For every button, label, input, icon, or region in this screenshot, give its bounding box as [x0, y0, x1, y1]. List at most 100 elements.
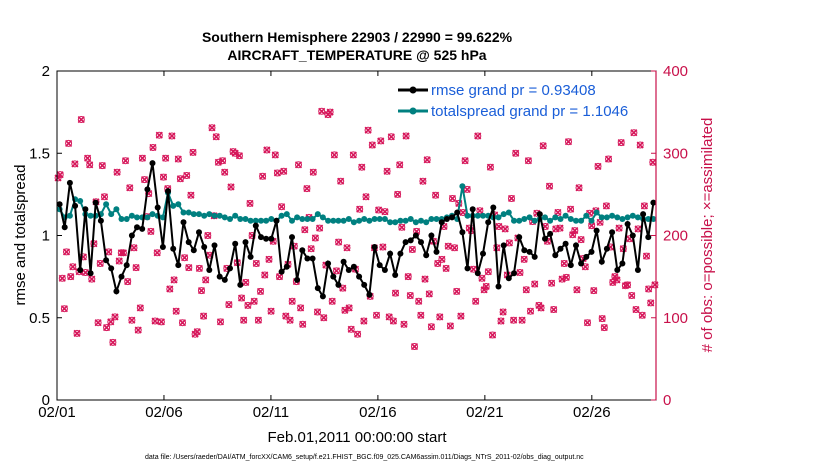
y-left-tick-label: 0.5 — [29, 310, 50, 327]
obs-assimilated-marker — [444, 242, 452, 250]
obs-assimilated-marker — [360, 317, 368, 325]
obs-possible-marker — [482, 283, 490, 290]
rmse-point — [624, 221, 631, 227]
totalspread-point — [464, 212, 471, 219]
obs-possible-marker — [179, 319, 186, 327]
obs-assimilated-marker — [77, 115, 85, 124]
totalspread-point — [542, 214, 548, 221]
rmse-point — [299, 247, 306, 254]
rmse-point — [505, 275, 512, 282]
rmse-point — [180, 219, 187, 226]
totalspread-point — [196, 211, 202, 218]
obs-possible-marker — [427, 323, 435, 331]
totalspread-point — [428, 216, 435, 222]
x-axis-label: Feb.01,2011 00:00:00 start — [267, 429, 447, 446]
obs-possible-marker — [457, 312, 465, 320]
totalspread-point — [216, 212, 223, 219]
obs-possible-marker — [453, 287, 461, 295]
rmse-point — [206, 267, 213, 273]
obs-assimilated-marker — [575, 184, 583, 192]
obs-assimilated-marker — [537, 304, 545, 312]
obs-assimilated-marker — [478, 274, 486, 282]
obs-assimilated-marker — [271, 151, 279, 159]
obs-possible-marker — [252, 260, 260, 267]
obs-assimilated-marker — [558, 275, 566, 283]
obs-assimilated-marker — [105, 248, 113, 256]
obs-assimilated-marker — [208, 124, 216, 132]
obs-possible-marker — [111, 313, 119, 321]
obs-assimilated-marker — [461, 157, 469, 165]
obs-assimilated-marker — [343, 244, 351, 252]
totalspread-point — [325, 217, 332, 224]
obs-assimilated-marker — [301, 226, 309, 234]
totalspread-point — [232, 212, 239, 219]
obs-assimilated-marker — [153, 249, 161, 257]
obs-assimilated-marker — [159, 173, 168, 181]
totalspread-point — [361, 216, 368, 222]
obs-possible-marker — [638, 311, 646, 319]
obs-possible-marker — [181, 254, 189, 262]
rmse-point — [603, 245, 610, 252]
totalspread-point — [180, 209, 187, 216]
obs-assimilated-marker — [303, 185, 311, 193]
obs-assimilated-marker — [273, 169, 281, 177]
obs-possible-marker — [60, 305, 68, 313]
obs-assimilated-marker — [379, 243, 387, 251]
obs-possible-marker — [109, 338, 117, 346]
obs-assimilated-marker — [375, 206, 383, 214]
obs-assimilated-marker — [404, 273, 412, 281]
obs-possible-marker — [84, 154, 92, 162]
obs-possible-marker — [183, 172, 191, 179]
obs-assimilated-marker — [115, 257, 123, 265]
obs-possible-marker — [436, 313, 444, 321]
obs-possible-marker — [565, 138, 572, 146]
obs-assimilated-marker — [214, 158, 222, 166]
obs-assimilated-marker — [345, 304, 353, 312]
rmse-point — [134, 224, 140, 231]
obs-possible-marker — [472, 297, 480, 305]
obs-assimilated-marker — [446, 322, 454, 330]
totalspread-point — [516, 217, 523, 224]
totalspread-point — [376, 216, 383, 222]
obs-possible-marker — [282, 312, 290, 320]
obs-possible-marker — [387, 133, 395, 141]
rmse-point — [330, 273, 337, 280]
obs-assimilated-marker — [391, 289, 400, 297]
rmse-point — [578, 260, 585, 267]
obs-assimilated-marker — [174, 155, 182, 163]
obs-assimilated-marker — [320, 314, 328, 322]
rmse-point — [289, 234, 295, 241]
totalspread-point — [134, 214, 140, 221]
obs-possible-marker — [516, 269, 524, 276]
obs-assimilated-marker — [358, 163, 366, 171]
rmse-point — [500, 242, 507, 249]
rmse-point — [634, 267, 641, 273]
obs-assimilated-marker — [649, 158, 657, 166]
obs-assimilated-marker — [73, 329, 81, 337]
obs-possible-marker — [149, 144, 157, 151]
obs-possible-marker — [261, 271, 269, 279]
obs-assimilated-marker — [567, 205, 575, 213]
obs-possible-marker — [286, 316, 294, 324]
totalspread-point — [258, 217, 264, 224]
obs-assimilated-marker — [316, 224, 324, 232]
obs-assimilated-marker — [436, 313, 444, 321]
totalspread-point — [175, 201, 182, 208]
totalspread-point — [77, 198, 84, 204]
rmse-point — [232, 240, 239, 247]
rmse-point — [381, 267, 388, 273]
obs-assimilated-marker — [349, 151, 357, 159]
obs-possible-marker — [497, 317, 505, 325]
totalspread-point — [304, 216, 311, 222]
rmse-point — [319, 293, 326, 300]
obs-possible-marker — [362, 193, 370, 201]
rmse-point — [454, 209, 461, 216]
totalspread-point — [423, 219, 430, 226]
obs-possible-marker — [326, 108, 334, 116]
totalspread-point — [252, 217, 259, 224]
obs-possible-marker — [438, 255, 446, 263]
obs-assimilated-marker — [134, 326, 142, 334]
obs-assimilated-marker — [598, 315, 606, 323]
obs-assimilated-marker — [577, 236, 585, 244]
